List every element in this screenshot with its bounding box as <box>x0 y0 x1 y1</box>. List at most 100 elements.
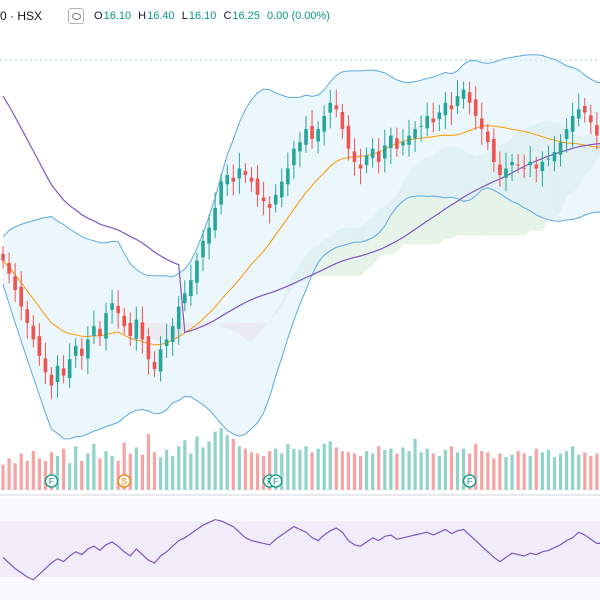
candle-body <box>431 118 436 123</box>
volume-bar <box>183 440 187 490</box>
volume-bar <box>104 451 108 490</box>
change-value: 0.00 (0.00%) <box>266 10 330 22</box>
candle-body <box>207 227 211 244</box>
candle-body <box>522 167 526 169</box>
candle-body <box>395 138 399 149</box>
candle-body <box>261 197 266 202</box>
candle-body <box>564 129 569 139</box>
event-marker-label: F <box>49 477 55 487</box>
candle-body <box>49 374 54 386</box>
candle-body <box>595 125 599 136</box>
eye-icon[interactable] <box>68 8 85 24</box>
candle-body <box>552 152 557 162</box>
candle-body <box>43 358 48 373</box>
candle-body <box>231 177 236 182</box>
candle-body <box>419 125 423 127</box>
volume-bar <box>195 436 199 490</box>
volume-bar <box>371 453 375 490</box>
volume-bar <box>358 455 363 490</box>
volume-bar <box>407 451 411 490</box>
volume-bar <box>268 451 272 490</box>
volume-bar <box>177 446 181 490</box>
candle-body <box>267 203 272 208</box>
bollinger-upper-line <box>2 54 600 278</box>
event-marker <box>462 474 477 488</box>
candle-body <box>279 181 284 198</box>
event-markers: FSFFF <box>44 474 477 488</box>
ma-long-line <box>2 95 600 334</box>
candle-body <box>407 135 411 145</box>
event-marker <box>44 474 59 488</box>
candle-body <box>492 138 496 162</box>
candle-body <box>7 263 11 274</box>
candle-body <box>486 131 490 143</box>
volume-bar <box>237 446 241 490</box>
volume-bar <box>474 443 478 490</box>
candle-body <box>286 168 290 185</box>
volume-bar <box>152 452 157 490</box>
high-key: H <box>138 10 147 22</box>
volume-bar <box>346 452 351 490</box>
volume-bar <box>243 448 247 490</box>
volume-bar <box>498 453 502 490</box>
moving-averages <box>2 95 600 346</box>
chart-header: 0 · HSX O16.10 H16.40 L16.10 C16.25 0.00… <box>0 6 334 26</box>
volume-bar <box>546 449 550 490</box>
candle-body <box>576 109 581 119</box>
volume-bar <box>37 458 41 490</box>
volume-bar <box>383 449 387 490</box>
volume-bar <box>213 431 217 490</box>
candle-body <box>443 102 448 116</box>
candles <box>1 80 599 400</box>
candle-body <box>504 168 508 178</box>
candle-body <box>67 359 72 379</box>
volume-bar <box>334 447 338 490</box>
open-value: 16.10 <box>103 10 132 22</box>
volume-bar <box>449 446 454 490</box>
volume-bar <box>261 455 266 490</box>
volume-bar <box>134 447 138 490</box>
volume-bar <box>49 452 54 490</box>
low-value: 16.10 <box>188 10 217 22</box>
candle-body <box>164 339 169 346</box>
volume-bar <box>31 451 35 490</box>
rsi-indicator <box>0 518 600 581</box>
candle-body <box>310 125 314 139</box>
candle-body <box>255 178 260 195</box>
candle-body <box>104 313 108 339</box>
volume-bar <box>128 453 132 490</box>
candle-body <box>292 148 296 166</box>
candle-body <box>146 336 151 360</box>
volume-bar <box>25 460 29 490</box>
volume-bar <box>425 448 429 490</box>
volume-bar <box>219 428 223 490</box>
candle-body <box>176 306 181 329</box>
volume-bar <box>201 447 205 490</box>
volume-bar <box>189 453 193 490</box>
volume-bar <box>298 449 302 490</box>
volume-bar <box>80 460 84 490</box>
volume-bar <box>280 453 284 490</box>
volume-bar <box>534 448 538 490</box>
candle-body <box>201 240 205 258</box>
candle-body <box>55 365 60 383</box>
volume-bar <box>558 453 563 490</box>
candle-body <box>510 161 514 166</box>
candle-body <box>358 164 363 169</box>
candle-body <box>570 115 575 132</box>
candle-body <box>322 115 326 132</box>
candle-body <box>516 164 520 166</box>
open-key: O <box>94 10 103 22</box>
volume-bar <box>552 457 557 490</box>
symbol-label[interactable]: 0 · HSX <box>0 9 43 23</box>
volume-bar <box>7 458 11 490</box>
candle-body <box>376 151 381 162</box>
event-marker-label: F <box>467 477 473 487</box>
candle-body <box>340 111 345 130</box>
volume-bar <box>225 435 229 490</box>
ohlc-readout: O16.10 H16.40 L16.10 C16.25 0.00 (0.00%) <box>94 10 334 22</box>
candle-body <box>473 99 478 116</box>
volume-bar <box>43 460 48 490</box>
